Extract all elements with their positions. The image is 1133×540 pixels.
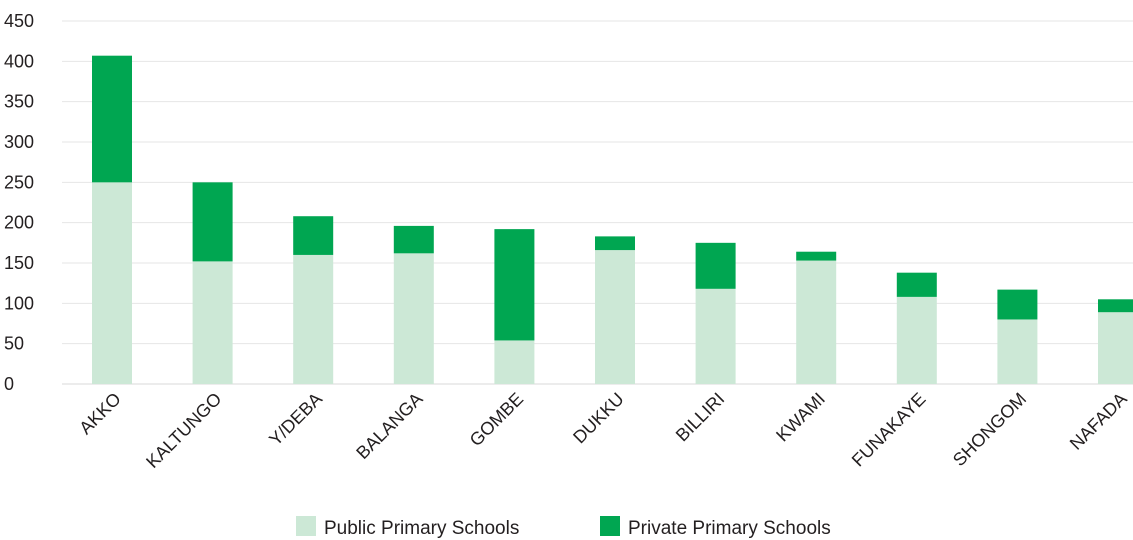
grid-lines [62, 20, 1133, 385]
y-tick-label: 350 [4, 92, 34, 112]
bar-segment-private [1098, 299, 1133, 313]
bar-segment-public [293, 254, 334, 384]
bar-segment-public [796, 260, 837, 384]
y-tick-label: 450 [4, 11, 34, 31]
y-tick-label: 300 [4, 132, 34, 152]
x-category-label: KALTUNGO [142, 389, 225, 472]
bar-segment-private [595, 236, 635, 251]
bar-segment-public [695, 288, 736, 384]
bar-segment-public [896, 296, 937, 384]
legend: Public Primary Schools Private Primary S… [296, 516, 831, 539]
bar-segment-private [796, 251, 837, 261]
x-axis-category-labels: AKKO KALTUNGO Y/DEBA BALANGA GOMBE DUKKU BILLI… [75, 389, 1131, 472]
y-tick-label: 50 [4, 334, 24, 354]
bar-segment-private [393, 225, 434, 254]
bar-segment-private [695, 242, 736, 289]
y-axis-tick-labels: 0 50 100 150 200 250 300 350 400 450 [4, 11, 34, 394]
y-tick-label: 200 [4, 213, 34, 233]
x-category-label: AKKO [75, 389, 125, 439]
x-category-label: Y/DEBA [265, 389, 326, 450]
bar-segment-public [192, 261, 233, 384]
bar-segment-public [494, 340, 535, 384]
y-tick-label: 400 [4, 51, 34, 71]
bars [92, 55, 1133, 384]
bar-segment-public [997, 319, 1038, 384]
bar-segment-public [92, 182, 132, 384]
bar-segment-public [393, 253, 434, 384]
x-category-label: GOMBE [466, 389, 528, 451]
x-category-label: BILLIRI [672, 389, 729, 446]
bar-segment-private [192, 182, 233, 262]
x-category-label: KWAMI [772, 389, 829, 446]
bar-segment-private [896, 272, 937, 297]
legend-swatch-private [600, 516, 620, 536]
x-category-label: DUKKU [569, 389, 628, 448]
y-tick-label: 100 [4, 293, 34, 313]
x-category-label: SHONGOM [949, 389, 1030, 470]
legend-label-public: Public Primary Schools [324, 518, 519, 539]
bar-segment-private [997, 289, 1038, 320]
bar-segment-private [293, 216, 334, 255]
legend-label-private: Private Primary Schools [628, 518, 831, 539]
bar-segment-public [1098, 312, 1133, 384]
y-tick-label: 150 [4, 253, 34, 273]
bar-segment-private [494, 229, 535, 341]
bar-segment-public [595, 250, 635, 384]
y-tick-label: 0 [4, 374, 14, 394]
legend-swatch-public [296, 516, 316, 536]
x-category-label: FUNAKAYE [848, 389, 930, 471]
y-tick-label: 250 [4, 172, 34, 192]
x-category-label: NAFADA [1066, 389, 1131, 454]
x-category-label: BALANGA [352, 389, 426, 463]
bar-segment-private [92, 55, 132, 183]
